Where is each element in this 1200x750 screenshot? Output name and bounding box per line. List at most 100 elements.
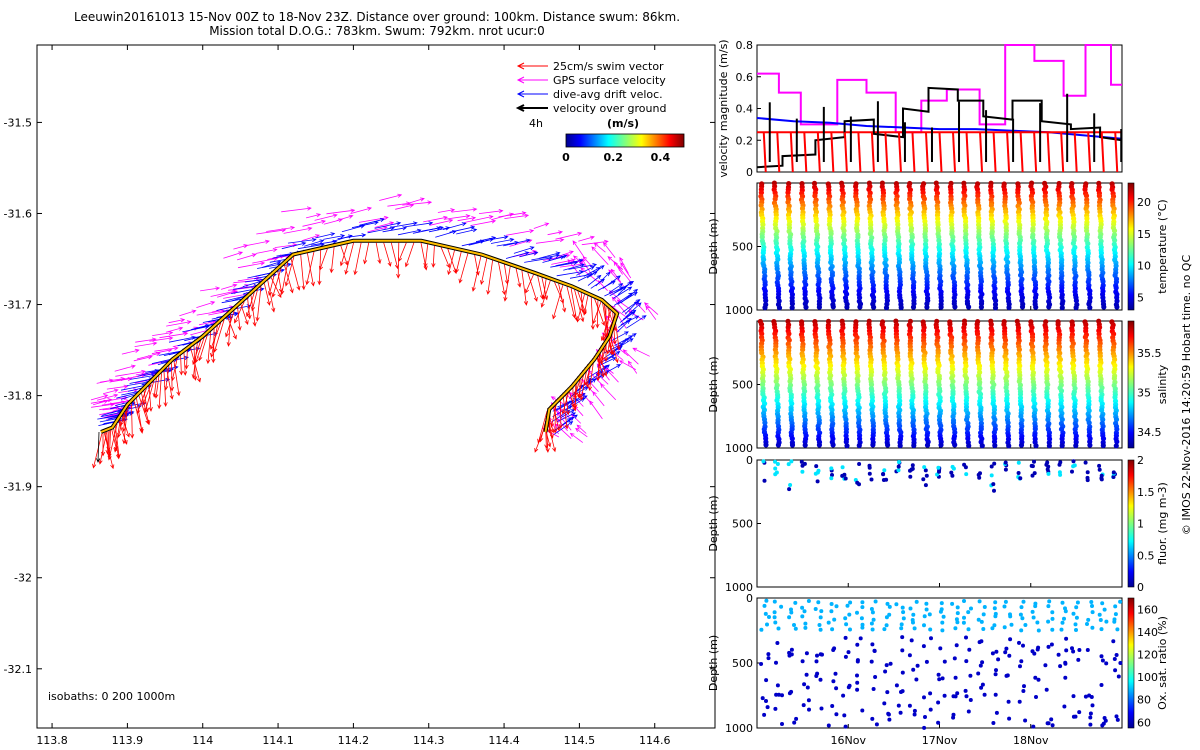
gps-velocity-arrow	[159, 331, 189, 339]
fluor-point	[1046, 471, 1051, 476]
oxygen-point	[1087, 693, 1092, 698]
gps-velocity-arrow	[283, 226, 313, 234]
drift-velocity-arrow	[617, 292, 638, 305]
temperature-point	[934, 206, 941, 212]
fluor-point	[775, 462, 780, 466]
oxygen-point	[976, 617, 981, 622]
salinity-point	[1099, 407, 1105, 413]
temperature-point	[908, 218, 914, 224]
oxygen-point	[818, 627, 823, 632]
drift-velocity-arrow	[617, 281, 632, 295]
salinity-point	[935, 369, 941, 375]
swim-vector-arrow	[206, 331, 212, 365]
temperature-point	[800, 244, 806, 250]
oxygen-point	[968, 698, 973, 702]
swim-vector-arrow	[398, 242, 407, 262]
temperature-point	[1030, 221, 1036, 228]
salinity-point	[962, 347, 968, 353]
salinity-colorbar-tick-label: 35	[1137, 386, 1151, 399]
oxygen-point	[1115, 627, 1120, 632]
oxygen-point	[1113, 668, 1118, 673]
gps-velocity-arrow	[533, 222, 550, 229]
salinity-point	[1030, 366, 1036, 372]
gps-velocity-arrow	[121, 348, 140, 355]
oxygen-point	[789, 652, 794, 657]
oxygen-point	[922, 623, 926, 628]
drift-velocity-arrow	[597, 357, 617, 367]
salinity-point	[1002, 337, 1009, 343]
oxygen-point	[814, 674, 819, 678]
oxygen-point	[1088, 722, 1093, 727]
oxygen-point	[936, 720, 941, 725]
oxygen-point	[1049, 642, 1054, 647]
gps-velocity-arrow	[602, 241, 616, 258]
swim-vector-arrow	[170, 358, 178, 382]
gps-velocity-arrow	[274, 243, 298, 248]
swim-vector-arrow	[190, 347, 201, 383]
oxygen-point	[1021, 689, 1026, 693]
swim-vector-arrow	[210, 322, 222, 350]
oxygen-point	[834, 686, 839, 691]
salinity-point	[772, 331, 778, 337]
swim-vector-arrow	[284, 264, 294, 294]
oxygen-colorbar-tick-label: 100	[1137, 671, 1158, 684]
oxygen-point	[764, 678, 769, 683]
salinity-point	[923, 385, 929, 391]
oxygen-point	[1035, 620, 1040, 625]
oxygen-point	[1098, 618, 1103, 622]
oxygen-point	[829, 602, 834, 606]
gps-velocity-arrow	[179, 309, 197, 317]
swim-vector-arrow	[237, 307, 242, 331]
swim-vector-arrow	[280, 261, 289, 296]
gps-velocity-arrow	[589, 400, 603, 420]
swim-vector-arrow	[552, 285, 564, 320]
temperature-point	[938, 304, 944, 310]
drift-velocity-arrow	[304, 239, 325, 247]
oxygen-point	[834, 604, 839, 609]
gps-velocity-arrow	[622, 349, 639, 365]
temperature-point	[1047, 294, 1053, 301]
drift-velocity-arrow	[359, 217, 385, 226]
oxygen-y-tick-label: 500	[732, 657, 753, 670]
oxygen-point	[962, 615, 966, 620]
oxygen-point	[792, 720, 797, 725]
salinity-point	[813, 353, 819, 359]
salinity-point	[1059, 416, 1065, 423]
swim-speed-spike	[1006, 132, 1011, 173]
drift-velocity-arrow	[604, 350, 621, 362]
isobaths-label: isobaths: 0 200 1000m	[48, 690, 175, 703]
vector-map-panel: 113.8 113.9 114 114.1 114.2 114.3 114.4 114.5 11…	[4, 44, 716, 747]
drift-velocity-arrow	[513, 246, 535, 254]
salinity-point	[952, 429, 958, 436]
fluor-point	[773, 472, 778, 477]
temperature-points	[758, 180, 1120, 311]
oxygen-point	[1005, 673, 1010, 678]
salinity-point	[1043, 347, 1049, 353]
salinity-point	[853, 340, 860, 346]
temperature-point	[1059, 301, 1065, 307]
swim-vector-arrow	[353, 242, 362, 276]
drift-velocity-arrow	[422, 225, 444, 232]
oxygen-point	[1060, 620, 1065, 625]
temperature-point	[976, 247, 982, 253]
oxygen-point	[806, 599, 811, 603]
swim-speed-spike	[924, 132, 929, 173]
swim-vector-arrow	[105, 431, 110, 455]
swim-vector-arrow	[534, 428, 545, 453]
temperature-point	[1030, 209, 1036, 215]
salinity-point	[816, 442, 823, 448]
oxygen-point	[1083, 694, 1088, 699]
swim-vector-arrow	[169, 363, 175, 392]
oxygen-point	[869, 621, 874, 626]
oxygen-point	[1114, 653, 1119, 657]
drift-velocity-arrow	[281, 241, 307, 250]
oxygen-point	[873, 599, 878, 604]
fluor-point	[992, 461, 997, 466]
swim-vector-arrow	[594, 298, 605, 327]
salinity-point	[885, 442, 891, 448]
fluor-point	[922, 465, 927, 470]
oxygen-point	[950, 601, 955, 606]
temperature-point	[1087, 305, 1093, 311]
swim-vector-arrow	[227, 316, 237, 340]
temperature-point	[799, 205, 806, 212]
